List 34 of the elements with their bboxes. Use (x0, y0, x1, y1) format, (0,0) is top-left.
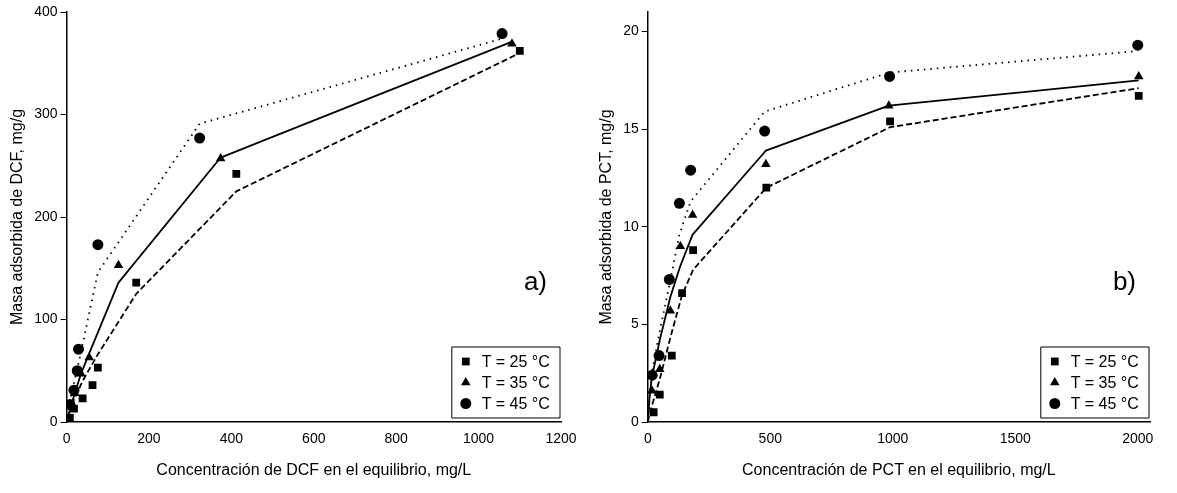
x-axis-title: Concentración de PCT en el equilibrio, mg/L (742, 460, 1056, 478)
x-tick-label: 1000 (877, 430, 909, 447)
legend-label: T = 45 °C (481, 394, 550, 412)
x-tick-label: 200 (137, 430, 161, 447)
x-tick-label: 1000 (463, 430, 495, 447)
annotation: a) (523, 265, 547, 296)
y-tick-label: 15 (623, 120, 639, 136)
y-tick-label: 200 (34, 207, 58, 224)
y-axis-title: Masa adsorbida de PCT, mg/g (597, 109, 615, 325)
x-tick-label: 2000 (1122, 430, 1154, 447)
x-tick-label: 500 (758, 430, 783, 447)
y-tick-label: 400 (34, 2, 58, 19)
y-tick-label: 100 (34, 310, 58, 327)
legend-label: T = 35 °C (1070, 373, 1139, 391)
y-tick-label: 5 (630, 315, 639, 332)
x-tick-label: 400 (219, 430, 244, 447)
legend-label: T = 45 °C (1070, 394, 1139, 412)
y-tick-label: 300 (34, 105, 58, 122)
y-tick-label: 20 (623, 22, 639, 39)
y-axis-title: Masa adsorbida de DCF, mg/g (8, 108, 26, 326)
y-tick-label: 0 (630, 412, 639, 429)
x-tick-label: 0 (643, 430, 652, 447)
annotation: b) (1112, 265, 1136, 296)
legend-label: T = 25 °C (481, 352, 550, 370)
x-tick-label: 0 (62, 430, 71, 447)
x-tick-label: 1500 (999, 430, 1032, 447)
x-tick-label: 1200 (545, 430, 577, 447)
x-tick-label: 600 (302, 430, 326, 447)
y-tick-label: 10 (623, 217, 639, 234)
x-tick-label: 800 (384, 430, 409, 447)
legend-label: T = 25 °C (1070, 352, 1139, 370)
y-tick-label: 0 (49, 412, 58, 429)
legend-label: T = 35 °C (481, 373, 550, 391)
x-axis-title: Concentración de DCF en el equilibrio, mg/L (156, 460, 472, 478)
